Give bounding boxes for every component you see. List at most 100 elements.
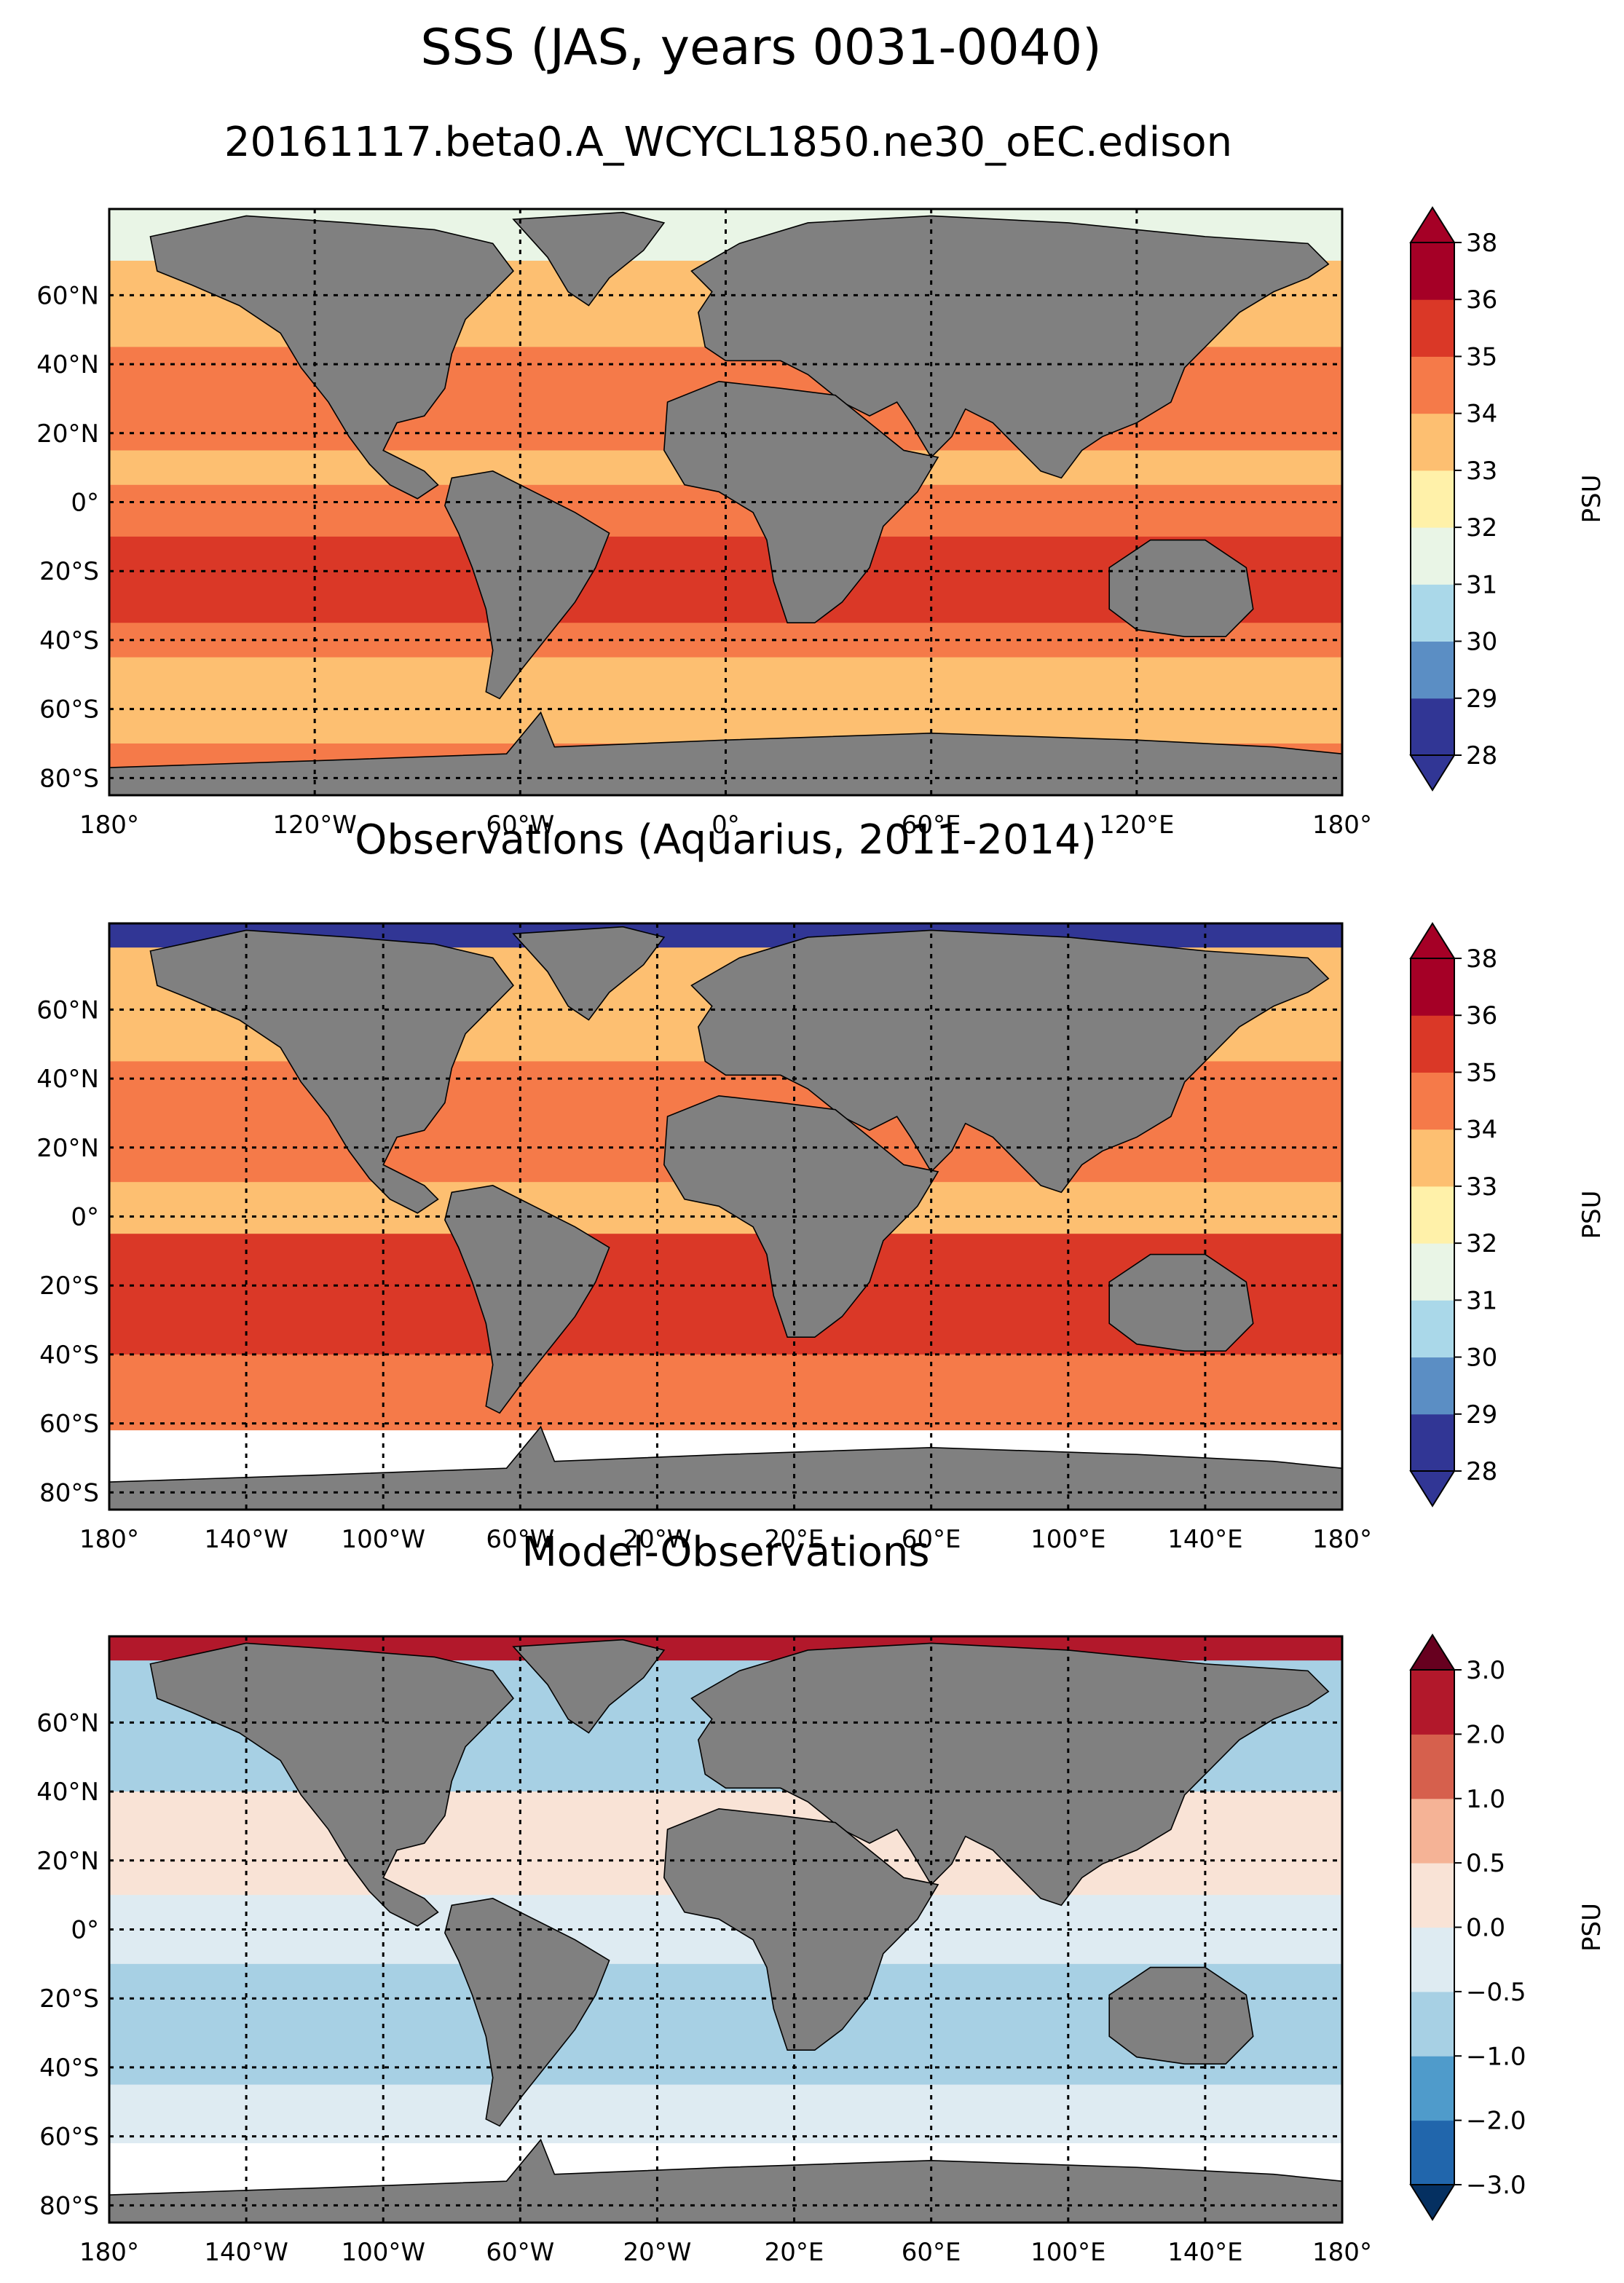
colorbar-tick-label: 28	[1466, 1457, 1497, 1486]
x-tick-label: 100°E	[1030, 1525, 1105, 1554]
x-tick-label: 120°E	[1099, 811, 1174, 840]
colorbar-segment	[1411, 1186, 1454, 1244]
x-tick-label: 180°	[1312, 811, 1372, 840]
y-tick-label: 40°N	[36, 1778, 99, 1807]
colorbar-tick-label: 30	[1466, 1344, 1497, 1373]
colorbar-segment	[1411, 527, 1454, 585]
colorbar-tick-label: 36	[1466, 1001, 1497, 1030]
y-tick-label: 60°S	[39, 2123, 99, 2152]
colorbar-over-arrow	[1409, 922, 1456, 959]
colorbar-tick-label: −2.0	[1466, 2107, 1526, 2136]
colorbar-tick-label: 29	[1466, 1400, 1497, 1430]
colorbar-segment	[1411, 958, 1454, 1016]
colorbar-label: PSU	[1577, 475, 1607, 524]
colorbar-tick-label: 32	[1466, 1229, 1497, 1258]
y-tick-label: 60°N	[36, 281, 99, 310]
x-tick-label: 140°W	[204, 1525, 288, 1554]
x-tick-label: 180°	[79, 2238, 139, 2267]
colorbar-segment	[1411, 584, 1454, 642]
x-tick-label: 20°E	[765, 2238, 824, 2267]
x-tick-label: 20°W	[623, 1525, 691, 1554]
colorbar-segment	[1411, 641, 1454, 699]
colorbar-label: PSU	[1577, 1191, 1607, 1239]
figure-subtitle: 20161117.beta0.A_WCYCL1850.ne30_oEC.edis…	[224, 119, 1232, 166]
x-tick-label: 180°	[1312, 2238, 1372, 2267]
colorbar-tick-label: 38	[1466, 945, 1497, 974]
y-tick-label: 40°N	[36, 1065, 99, 1094]
colorbar-segment	[1411, 243, 1454, 300]
colorbar-segment	[1411, 1072, 1454, 1130]
x-tick-label: 140°W	[204, 2238, 288, 2267]
y-tick-label: 60°S	[39, 695, 99, 725]
y-tick-label: 20°S	[39, 557, 99, 586]
y-tick-label: 40°S	[39, 626, 99, 655]
colorbar-segment	[1411, 1863, 1454, 1928]
colorbar-tick-label: 30	[1466, 628, 1497, 657]
ocean-band	[109, 2084, 1342, 2144]
y-tick-label: 60°N	[36, 1708, 99, 1738]
x-tick-label: 60°W	[486, 2238, 554, 2267]
colorbar-tick-label: 38	[1466, 229, 1497, 258]
colorbar-tick-label: 35	[1466, 1058, 1497, 1087]
colorbar-tick-label: 3.0	[1466, 1656, 1505, 1685]
x-tick-label: 60°E	[902, 1525, 961, 1554]
colorbar-tick-label: 33	[1466, 1172, 1497, 1202]
panel-title: Model-Observations	[521, 1529, 929, 1576]
colorbar-label: PSU	[1577, 1903, 1607, 1952]
colorbar-tick-label: 31	[1466, 1286, 1497, 1315]
y-tick-label: 20°S	[39, 1271, 99, 1301]
colorbar-under-arrow	[1409, 754, 1456, 792]
map-frame	[108, 1635, 1344, 2224]
colorbar-over-arrow	[1409, 206, 1456, 243]
x-tick-label: 140°E	[1167, 2238, 1242, 2267]
colorbar-tick-label: −0.5	[1466, 1978, 1526, 2007]
map-frame	[108, 208, 1344, 797]
colorbar-under-arrow	[1409, 1470, 1456, 1507]
colorbar-segment	[1411, 1798, 1454, 1864]
colorbar-segment	[1411, 413, 1454, 471]
y-tick-label: 0°	[71, 1916, 99, 1945]
x-tick-label: 60°W	[486, 811, 554, 840]
colorbar-segment	[1411, 1357, 1454, 1415]
colorbar-tick-label: 32	[1466, 513, 1497, 543]
colorbar: −3.0 −2.0 −1.0 −0.5 0.0 0.5 1.0 2.0 3.0 PSU	[1409, 1633, 1607, 2221]
x-tick-label: 60°E	[902, 811, 961, 840]
y-tick-label: 40°S	[39, 1341, 99, 1370]
y-tick-label: 80°S	[39, 2191, 99, 2220]
colorbar-segment	[1411, 1734, 1454, 1799]
x-tick-label: 60°E	[902, 2238, 961, 2267]
x-tick-label: 140°E	[1167, 1525, 1242, 1554]
x-tick-label: 0°	[712, 811, 740, 840]
colorbar: 28 29 30 31 32 33 34 35 36 38 PSU	[1409, 206, 1607, 792]
colorbar-segment	[1411, 299, 1454, 357]
y-tick-label: 40°N	[36, 350, 99, 379]
y-tick-label: 20°S	[39, 1984, 99, 2014]
colorbar-segment	[1411, 470, 1454, 528]
colorbar-tick-label: 0.5	[1466, 1849, 1505, 1878]
colorbar-tick-label: 29	[1466, 685, 1497, 714]
colorbar-tick-label: 34	[1466, 1116, 1497, 1145]
x-tick-label: 100°W	[341, 1525, 425, 1554]
colorbar-segment	[1411, 1670, 1454, 1735]
y-tick-label: 0°	[71, 1203, 99, 1232]
colorbar-frame	[1410, 958, 1455, 1472]
colorbar-segment	[1411, 1300, 1454, 1358]
y-tick-label: 40°S	[39, 2054, 99, 2083]
colorbar-segment	[1411, 1413, 1454, 1472]
y-tick-label: 80°S	[39, 1478, 99, 1507]
ocean-band	[109, 1354, 1342, 1431]
colorbar-tick-label: 0.0	[1466, 1914, 1505, 1943]
colorbar-over-arrow	[1409, 1633, 1456, 1671]
map-frame	[108, 922, 1344, 1511]
x-tick-label: 20°E	[765, 1525, 824, 1554]
y-tick-label: 20°N	[36, 419, 99, 449]
figure-title: SSS (JAS, years 0031-0040)	[420, 19, 1101, 76]
colorbar-under-arrow	[1409, 2184, 1456, 2221]
colorbar-tick-label: 35	[1466, 342, 1497, 371]
colorbar-segment	[1411, 1243, 1454, 1301]
map-field	[109, 1636, 1342, 2223]
map-field	[109, 923, 1342, 1510]
colorbar-tick-label: −1.0	[1466, 2042, 1526, 2071]
colorbar-tick-label: 1.0	[1466, 1785, 1505, 1814]
